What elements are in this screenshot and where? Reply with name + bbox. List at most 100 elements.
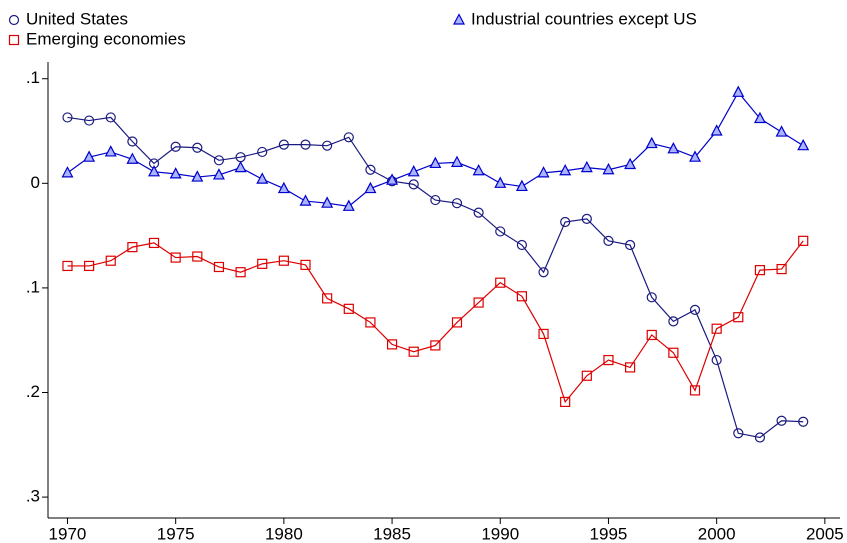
- x-tick-label: 1970: [49, 524, 87, 543]
- marker: [798, 235, 809, 246]
- marker: [365, 317, 376, 328]
- y-tick-label: .1: [26, 68, 40, 87]
- marker: [646, 292, 657, 303]
- marker: [560, 216, 571, 228]
- marker: [343, 132, 354, 143]
- x-tick-label: 1975: [157, 524, 195, 543]
- marker: [668, 347, 679, 358]
- marker: [537, 166, 550, 178]
- marker: [603, 354, 614, 366]
- legend-marker: [453, 13, 465, 25]
- marker: [83, 150, 96, 162]
- marker: [126, 152, 139, 164]
- marker: [321, 196, 334, 208]
- legend-label: Industrial countries except US: [471, 9, 697, 28]
- marker: [516, 291, 528, 302]
- marker: [212, 168, 225, 180]
- marker: [689, 385, 701, 396]
- marker: [62, 112, 73, 123]
- marker: [776, 415, 787, 426]
- marker: [408, 346, 419, 357]
- marker: [689, 304, 701, 315]
- marker: [365, 164, 376, 175]
- marker: [84, 260, 95, 272]
- marker: [798, 416, 809, 427]
- marker: [170, 141, 181, 152]
- marker: [299, 194, 312, 206]
- x-tick-label: 2005: [806, 524, 844, 543]
- y-tick-label: .2: [26, 382, 40, 401]
- marker: [62, 260, 73, 272]
- marker: [645, 136, 658, 149]
- x-tick-label: 1985: [373, 524, 411, 543]
- x-tick-label: 1995: [590, 524, 628, 543]
- marker: [450, 155, 463, 168]
- marker: [581, 370, 592, 381]
- marker: [234, 160, 247, 173]
- marker: [191, 170, 204, 182]
- marker: [733, 312, 744, 323]
- marker: [473, 207, 484, 218]
- marker: [169, 167, 182, 179]
- marker: [235, 267, 246, 278]
- marker: [733, 428, 744, 439]
- y-tick-label: .1: [26, 277, 40, 296]
- marker: [495, 226, 506, 237]
- marker: [538, 267, 549, 278]
- legend-label: United States: [26, 9, 128, 28]
- marker: [213, 261, 225, 273]
- marker: [408, 179, 419, 190]
- marker: [711, 354, 722, 366]
- legend-label: Emerging economies: [26, 29, 186, 48]
- marker: [257, 146, 268, 158]
- marker: [127, 242, 138, 253]
- marker: [753, 111, 766, 124]
- marker: [515, 179, 528, 192]
- marker: [516, 239, 528, 251]
- marker: [213, 155, 225, 166]
- marker: [776, 263, 787, 275]
- marker: [624, 362, 636, 373]
- marker: [797, 138, 810, 151]
- marker: [300, 139, 311, 150]
- marker: [602, 162, 615, 175]
- marker: [278, 139, 289, 150]
- marker: [430, 194, 441, 206]
- marker: [472, 163, 485, 176]
- marker: [451, 317, 463, 328]
- marker: [278, 255, 289, 266]
- marker: [494, 176, 507, 188]
- marker: [429, 156, 442, 169]
- marker: [754, 265, 766, 276]
- legend-marker: [8, 34, 20, 46]
- marker: [300, 259, 311, 270]
- marker: [105, 112, 116, 123]
- series-line: [67, 91, 804, 207]
- marker: [342, 199, 355, 211]
- marker: [386, 173, 399, 185]
- marker: [322, 293, 333, 304]
- marker: [495, 277, 506, 288]
- marker: [711, 323, 722, 334]
- marker: [192, 251, 203, 262]
- marker: [689, 150, 702, 162]
- marker: [624, 157, 637, 170]
- marker: [667, 142, 680, 154]
- series-line: [67, 240, 804, 404]
- marker: [104, 145, 117, 157]
- marker: [560, 396, 571, 408]
- marker: [710, 124, 723, 136]
- marker: [192, 142, 203, 153]
- marker: [322, 140, 333, 151]
- x-tick-label: 2000: [698, 524, 736, 543]
- x-tick-label: 1980: [265, 524, 303, 543]
- marker: [364, 181, 377, 194]
- marker: [624, 239, 636, 251]
- y-tick-label: .3: [26, 487, 40, 506]
- marker: [473, 297, 484, 308]
- marker: [538, 328, 549, 340]
- marker: [61, 166, 74, 178]
- marker: [257, 258, 268, 269]
- marker: [581, 213, 592, 224]
